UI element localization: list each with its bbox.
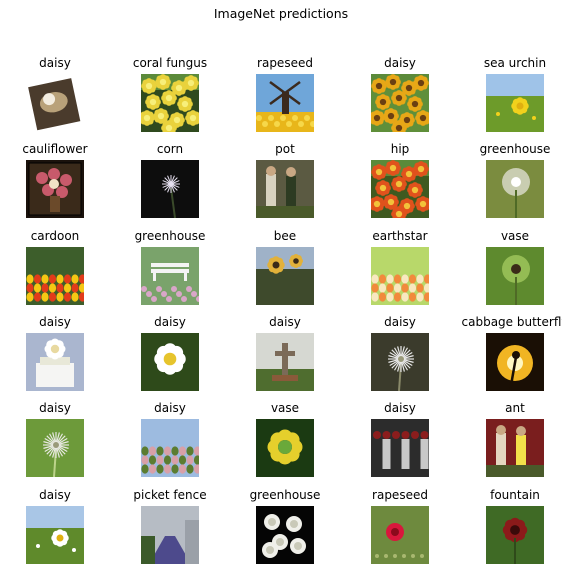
image-thumbnail: [486, 247, 544, 305]
image-thumbnail: [486, 333, 544, 391]
prediction-label: daisy: [39, 488, 71, 502]
prediction-label: greenhouse: [249, 488, 321, 502]
image-thumbnail: [256, 74, 314, 132]
image-thumbnail: [371, 160, 429, 218]
image-thumbnail: [256, 160, 314, 218]
prediction-label: fountain: [490, 488, 540, 502]
prediction-label: vase: [270, 401, 300, 415]
image-thumbnail: [371, 506, 429, 564]
image-thumbnail: [141, 419, 199, 477]
image-thumbnail: [256, 419, 314, 477]
prediction-label: pot: [275, 142, 295, 156]
prediction-label: bee: [273, 229, 297, 243]
prediction-label: picket fence: [133, 488, 207, 502]
prediction-label: greenhouse: [479, 142, 551, 156]
image-thumbnail: [26, 333, 84, 391]
image-thumbnail: [141, 160, 199, 218]
image-thumbnail: [371, 333, 429, 391]
prediction-label: ant: [505, 401, 525, 415]
figure-title: ImageNet predictions: [213, 6, 349, 21]
image-thumbnail: [486, 419, 544, 477]
prediction-label: cauliflower: [22, 142, 88, 156]
prediction-label: hip: [390, 142, 410, 156]
image-thumbnail: [26, 419, 84, 477]
prediction-label: daisy: [384, 315, 416, 329]
image-thumbnail: [256, 333, 314, 391]
prediction-label: daisy: [384, 401, 416, 415]
image-thumbnail: [371, 74, 429, 132]
image-thumbnail: [26, 506, 84, 564]
prediction-label: corn: [156, 142, 184, 156]
prediction-label: daisy: [39, 315, 71, 329]
image-thumbnail: [371, 419, 429, 477]
prediction-label: coral fungus: [132, 56, 208, 70]
prediction-label: greenhouse: [134, 229, 206, 243]
image-thumbnail: [486, 506, 544, 564]
image-thumbnail: [26, 247, 84, 305]
prediction-label: cabbage butterfly: [461, 315, 562, 329]
image-thumbnail: [256, 506, 314, 564]
prediction-label: rapeseed: [372, 488, 428, 502]
prediction-label: daisy: [154, 401, 186, 415]
prediction-label: daisy: [39, 401, 71, 415]
image-thumbnail: [486, 74, 544, 132]
image-thumbnail: [26, 160, 84, 218]
prediction-label: daisy: [269, 315, 301, 329]
prediction-label: sea urchin: [483, 56, 547, 70]
prediction-label: rapeseed: [257, 56, 313, 70]
image-thumbnail: [256, 247, 314, 305]
image-thumbnail: [141, 333, 199, 391]
image-thumbnail: [141, 74, 199, 132]
image-thumbnail: [486, 160, 544, 218]
prediction-label: daisy: [39, 56, 71, 70]
image-thumbnail: [26, 74, 84, 132]
prediction-label: earthstar: [372, 229, 428, 243]
image-thumbnail: [141, 247, 199, 305]
image-thumbnail: [371, 247, 429, 305]
prediction-label: daisy: [154, 315, 186, 329]
prediction-label: vase: [500, 229, 530, 243]
prediction-label: cardoon: [30, 229, 80, 243]
prediction-label: daisy: [384, 56, 416, 70]
image-thumbnail: [141, 506, 199, 564]
